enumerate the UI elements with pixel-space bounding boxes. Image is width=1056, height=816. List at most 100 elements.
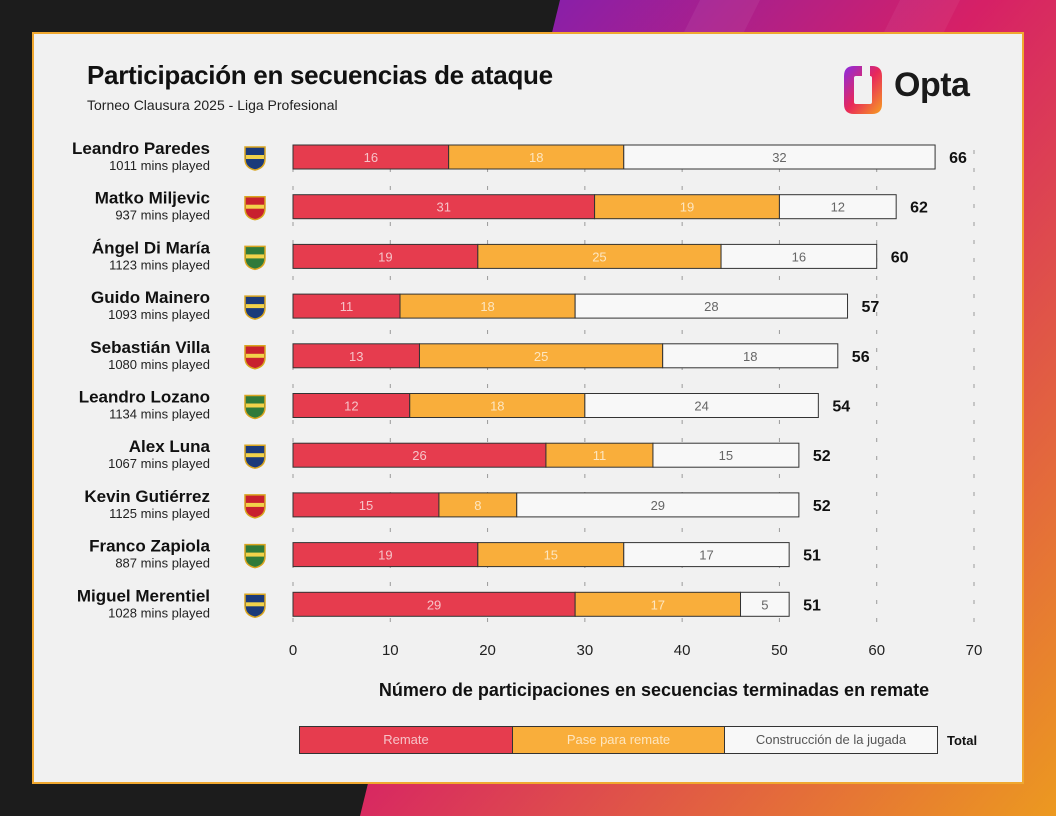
bar-construccion	[720, 243, 878, 269]
platense-badge-icon	[244, 543, 266, 569]
chart-subtitle: Torneo Clausura 2025 - Liga Profesional	[87, 97, 338, 113]
bar-value-label: 11	[593, 448, 607, 463]
legend-total: Total	[947, 733, 978, 748]
x-tick-label: 10	[382, 642, 399, 659]
bar-construccion	[623, 144, 936, 170]
platense-badge-icon	[244, 295, 266, 320]
bar-total-label: 52	[813, 448, 831, 465]
player-name: Ángel Di María	[92, 238, 211, 257]
player-minutes: 1028 mins played	[108, 605, 210, 620]
bar-construccion	[574, 293, 849, 319]
player-name: Leandro Paredes	[72, 139, 210, 158]
x-tick-label: 60	[868, 642, 885, 659]
bar-value-label: 18	[480, 299, 494, 314]
bar-value-label: 18	[490, 399, 504, 414]
bar-total-label: 52	[813, 498, 831, 515]
instituto-badge-icon	[244, 444, 266, 469]
opta-logo-icon	[844, 64, 882, 114]
player-name: Sebastián Villa	[90, 338, 210, 357]
bar-value-label: 19	[680, 200, 694, 215]
bar-pase-para-remate	[477, 243, 722, 269]
legend-remate: Remate	[299, 726, 513, 754]
bar-pase-para-remate	[409, 393, 586, 418]
bar-pase-para-remate	[594, 194, 780, 220]
x-tick-label: 20	[479, 642, 496, 659]
bar-value-label: 19	[378, 249, 392, 264]
player-minutes: 1011 mins played	[109, 158, 210, 173]
bar-total-label: 54	[832, 399, 850, 416]
bar-construccion	[662, 343, 839, 369]
huracan-badge-icon	[244, 195, 266, 221]
x-tick-label: 40	[674, 642, 691, 659]
rosario-central-badge-icon	[244, 245, 266, 271]
bar-value-label: 24	[694, 399, 708, 414]
independiente-rivadavia-badge-icon	[244, 345, 266, 370]
bar-value-label: 5	[761, 597, 768, 612]
bar-value-label: 18	[743, 349, 757, 364]
bar-value-label: 31	[437, 200, 451, 215]
bar-value-label: 19	[378, 548, 392, 563]
bar-total-label: 51	[803, 548, 821, 565]
bar-value-label: 8	[474, 498, 481, 513]
x-axis-label: Número de participaciones en secuencias …	[378, 680, 930, 700]
bar-total-label: 62	[910, 200, 928, 217]
bar-value-label: 25	[534, 349, 548, 364]
chart-title: Participación en secuencias de ataque	[87, 60, 553, 90]
bar-value-label: 13	[349, 349, 363, 364]
bar-construccion	[584, 393, 819, 418]
opta-logo-text: Opta	[894, 66, 970, 104]
bar-remate	[292, 492, 440, 518]
bar-remate	[292, 591, 576, 617]
x-tick-label: 30	[577, 642, 594, 659]
bar-remate	[292, 343, 420, 369]
bar-total-label: 60	[891, 249, 909, 266]
bar-value-label: 17	[651, 597, 665, 612]
bar-pase-para-remate	[399, 293, 576, 319]
player-minutes: 1125 mins played	[109, 506, 210, 521]
argentinos-juniors-badge-icon	[244, 394, 266, 420]
bar-value-label: 29	[427, 597, 441, 612]
bar-pase-para-remate	[574, 591, 742, 617]
bar-pase-para-remate	[418, 343, 664, 369]
x-tick-label: 70	[966, 642, 983, 659]
bar-value-label: 16	[364, 150, 378, 165]
bar-total-label: 57	[862, 299, 880, 316]
bar-value-label: 11	[340, 299, 354, 314]
x-tick-label: 50	[771, 642, 788, 659]
player-name: Franco Zapiola	[89, 537, 210, 556]
player-minutes: 887 mins played	[115, 556, 210, 571]
player-minutes: 937 mins played	[115, 208, 210, 223]
bar-construccion	[516, 492, 800, 518]
bar-value-label: 16	[792, 249, 806, 264]
bar-remate	[292, 144, 450, 170]
player-name: Guido Mainero	[91, 288, 210, 307]
bar-value-label: 28	[704, 299, 718, 314]
bar-total-label: 66	[949, 150, 967, 167]
player-name: Leandro Lozano	[79, 388, 210, 407]
bar-remate	[292, 542, 479, 568]
player-minutes: 1080 mins played	[108, 357, 210, 372]
bar-value-label: 32	[772, 150, 786, 165]
legend: Remate Pase para remate Construcción de …	[299, 726, 979, 756]
bar-construccion	[778, 194, 897, 220]
bar-value-label: 17	[699, 548, 713, 563]
player-name: Matko Miljevic	[95, 189, 210, 208]
bar-construccion	[623, 542, 790, 568]
bar-total-label: 51	[803, 597, 821, 614]
defensa-y-justicia-badge-icon	[244, 494, 266, 519]
bar-pase-para-remate	[477, 542, 625, 568]
player-minutes: 1134 mins played	[109, 407, 210, 422]
player-minutes: 1067 mins played	[108, 456, 210, 471]
player-name: Alex Luna	[129, 437, 211, 456]
player-minutes: 1093 mins played	[108, 307, 210, 322]
bar-construccion	[652, 442, 800, 468]
player-minutes: 1123 mins played	[109, 257, 210, 272]
bar-value-label: 15	[359, 498, 373, 513]
bar-value-label: 18	[529, 150, 543, 165]
player-name: Kevin Gutiérrez	[84, 487, 210, 506]
bar-value-label: 15	[719, 448, 733, 463]
bar-remate	[292, 393, 411, 418]
boca-juniors-badge-icon	[244, 146, 266, 171]
bar-pase-para-remate	[545, 442, 654, 468]
